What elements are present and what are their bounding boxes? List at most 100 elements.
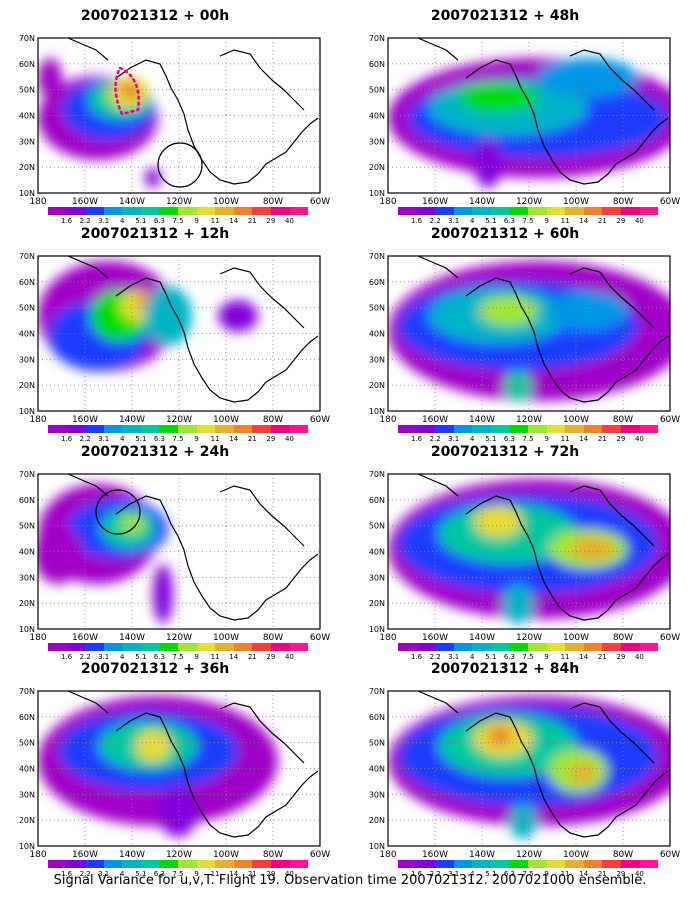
colorbar-label: 7.5 — [522, 870, 534, 878]
colorbar-label: 3.1 — [98, 435, 110, 443]
variance-field — [388, 256, 670, 411]
lat-tick-label: 40N — [369, 548, 385, 557]
lon-tick-label: 60W — [310, 197, 330, 207]
coastline — [67, 691, 109, 714]
colorbar-swatch — [416, 643, 436, 651]
colorbar-swatch — [546, 643, 566, 651]
colorbar-label: 4 — [470, 435, 475, 443]
lat-tick-label: 20N — [19, 816, 35, 825]
colorbar-swatch — [196, 207, 216, 215]
lon-tick-label: 100W — [213, 197, 239, 207]
colorbar-swatch — [639, 643, 659, 651]
colorbar-swatch — [528, 425, 547, 433]
colorbar — [398, 643, 659, 651]
colorbar-swatch — [472, 207, 491, 215]
colorbar-swatch — [233, 643, 253, 651]
lat-tick-label: 30N — [369, 790, 385, 799]
lat-tick-label: 40N — [369, 330, 385, 339]
colorbar-label: 40 — [284, 435, 294, 443]
colorbar-swatch — [398, 643, 417, 651]
colorbar-label: 2.2 — [79, 435, 91, 443]
lon-tick-label: 140W — [469, 633, 495, 643]
colorbar-label: 29 — [616, 435, 626, 443]
lon-tick-label: 100W — [213, 850, 239, 860]
coastline — [115, 495, 319, 621]
lat-tick-label: 20N — [369, 163, 385, 172]
lat-tick-label: 50N — [369, 522, 385, 531]
colorbar-swatch — [122, 643, 141, 651]
lat-tick-label: 60N — [19, 60, 35, 69]
colorbar-label: 5.1 — [135, 217, 147, 225]
colorbar-swatch — [509, 643, 529, 651]
colorbar-swatch — [509, 425, 529, 433]
colorbar-label: 1.6 — [60, 653, 73, 661]
lon-tick-label: 160W — [422, 633, 448, 643]
colorbar-swatch — [453, 207, 473, 215]
colorbar-label: 9 — [544, 870, 549, 878]
colorbar-label: 2.2 — [429, 435, 441, 443]
colorbar-swatch — [140, 207, 160, 215]
lat-tick-label: 70N — [369, 252, 385, 261]
colorbar-swatch — [565, 207, 584, 215]
lat-tick-label: 60N — [369, 713, 385, 722]
colorbar-swatch — [178, 860, 197, 868]
lat-tick-label: 60N — [369, 496, 385, 505]
colorbar-swatch — [472, 425, 491, 433]
lat-tick-label: 30N — [369, 355, 385, 364]
variance-blob — [548, 291, 628, 331]
colorbar-label: 14 — [579, 870, 589, 878]
lat-tick-label: 30N — [19, 137, 35, 146]
colorbar-swatch — [140, 860, 160, 868]
colorbar-swatch — [490, 643, 510, 651]
colorbar-labels: 1.6 2.2 3.1 4 5.1 6.3 7.5 9 11 14 21 29 40 — [48, 870, 308, 880]
lon-tick-label: 160W — [72, 633, 98, 643]
lat-tick-label: 30N — [369, 137, 385, 146]
lon-tick-label: 80W — [263, 415, 283, 425]
colorbar-label: 40 — [634, 217, 644, 225]
lon-tick-label: 140W — [469, 197, 495, 207]
colorbar-swatch — [103, 643, 123, 651]
lon-tick-label: 60W — [660, 633, 680, 643]
coastline — [67, 474, 109, 497]
colorbar-swatch — [196, 860, 216, 868]
lat-tick-label: 20N — [19, 381, 35, 390]
colorbar-labels: 1.6 2.2 3.1 4 5.1 6.3 7.5 9 11 14 21 29 40 — [398, 653, 658, 663]
lat-tick-label: 60N — [369, 278, 385, 287]
coastline — [569, 485, 655, 547]
panel-title: 2007021312 + 48h — [430, 8, 580, 24]
variance-field — [38, 691, 320, 846]
panel-title: 2007021312 + 60h — [430, 226, 580, 242]
coastline — [417, 38, 459, 61]
colorbar-label: 14 — [579, 435, 589, 443]
lat-tick-label: 50N — [19, 86, 35, 95]
target-circle — [157, 142, 203, 188]
lon-tick-label: 180 — [29, 197, 46, 207]
lon-tick-label: 60W — [310, 850, 330, 860]
colorbar-swatch — [435, 860, 454, 868]
colorbar-swatch — [215, 425, 234, 433]
colorbar-swatch — [66, 643, 86, 651]
map-frame — [387, 473, 671, 630]
colorbar-swatch — [416, 425, 436, 433]
coastline — [417, 474, 459, 497]
lon-tick-label: 80W — [263, 850, 283, 860]
colorbar-label: 5.1 — [135, 435, 147, 443]
lon-tick-label: 80W — [613, 850, 633, 860]
map-panel: 2007021312 + 36h 70N 60N 50N 40N 30N 20N 10N 180… — [5, 661, 345, 879]
lat-tick-label: 70N — [369, 687, 385, 696]
colorbar-swatch — [416, 860, 436, 868]
colorbar-label: 29 — [266, 435, 276, 443]
colorbar-swatch — [509, 207, 529, 215]
coastline — [67, 38, 109, 61]
colorbar-label: 11 — [560, 435, 570, 443]
coastline — [417, 691, 459, 714]
colorbar-label: 1.6 — [410, 870, 423, 878]
variance-blob — [478, 296, 538, 326]
lon-tick-label: 180 — [29, 415, 46, 425]
coastline — [67, 256, 109, 279]
lat-tick-label: 40N — [369, 765, 385, 774]
colorbar-swatch — [252, 425, 271, 433]
